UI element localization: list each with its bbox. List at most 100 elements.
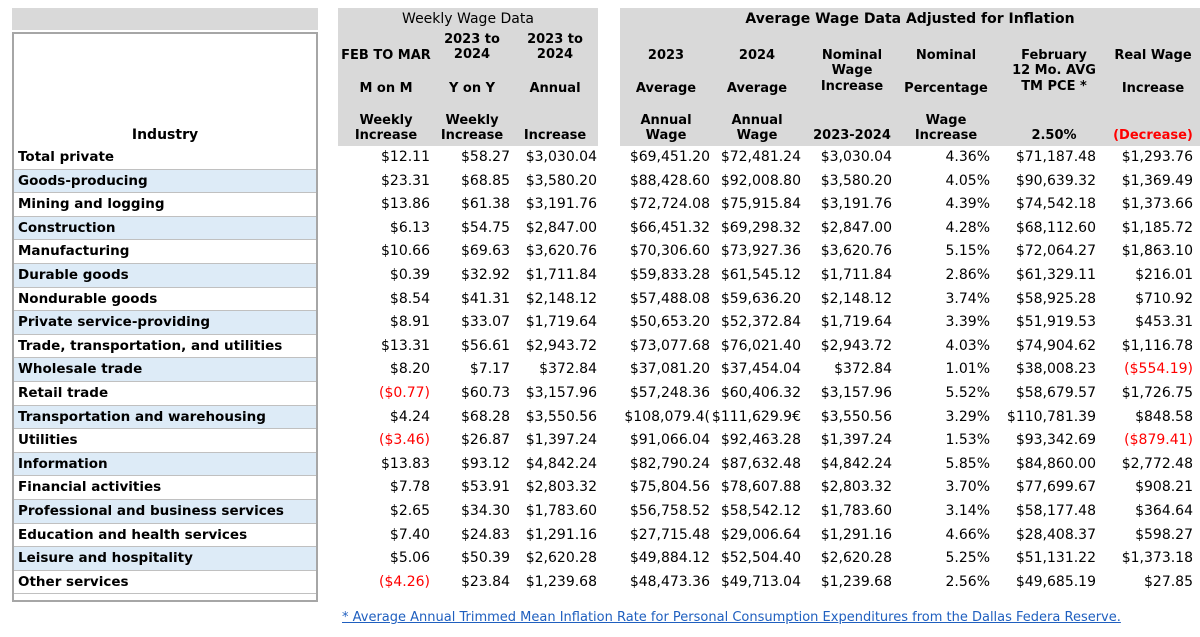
table-cell-c9: ($554.19) <box>1124 361 1193 378</box>
table-cell-c1: $8.54 <box>389 290 430 307</box>
table-cell-c1: $10.66 <box>381 243 430 260</box>
table-cell-c7: 4.28% <box>945 219 990 236</box>
footnote-link[interactable]: * Average Annual Trimmed Mean Inflation … <box>342 610 1121 625</box>
table-cell-c6: $3,620.76 <box>820 243 892 260</box>
table-cell-c4: $66,451.32 <box>629 219 710 236</box>
table-cell-c2: $60.73 <box>461 385 510 401</box>
table-cell-c9: $1,116.78 <box>1121 337 1193 354</box>
row-industry-label: Private service-providing <box>14 311 316 335</box>
table-cell-c2: $53.91 <box>461 479 510 496</box>
row-industry-label: Goods-producing <box>14 169 316 194</box>
table-cell-c1: ($3.46) <box>378 432 430 449</box>
table-cell-c6: $3,191.76 <box>820 196 892 213</box>
table-cell-c6: $1,783.60 <box>820 503 892 519</box>
row-industry-label: Trade, transportation, and utilities <box>14 334 316 359</box>
table-cell-c5: $29,006.64 <box>720 526 801 543</box>
table-cell-c6: $372.84 <box>834 361 892 378</box>
table-cell-c9: $1,185.72 <box>1121 219 1193 236</box>
table-cell-c5: $73,927.36 <box>720 243 801 260</box>
table-cell-c2: $56.61 <box>461 337 510 354</box>
header-bg-weekly <box>338 8 598 146</box>
table-cell-c5: $92,008.80 <box>720 172 801 189</box>
table-cell-c4: $37,081.20 <box>629 361 710 378</box>
table-cell-c4: $73,077.68 <box>629 337 710 354</box>
table-cell-c1: $13.86 <box>381 196 430 213</box>
table-cell-c3: $2,847.00 <box>525 219 597 236</box>
table-cell-c8: $77,699.67 <box>1015 479 1096 496</box>
table-cell-c5: $87,632.48 <box>720 455 801 472</box>
table-cell-c6: $2,148.12 <box>820 290 892 307</box>
table-cell-c5: $52,504.40 <box>720 550 801 567</box>
table-cell-c5: $78,607.88 <box>720 479 801 496</box>
inflation-group-title: Average Wage Data Adjusted for Inflation <box>745 11 1075 27</box>
table-cell-c3: $2,620.28 <box>525 550 597 567</box>
table-cell-c2: $54.75 <box>461 219 510 236</box>
row-industry-label: Mining and logging <box>14 193 316 217</box>
table-cell-c3: $1,397.24 <box>525 432 597 449</box>
table-cell-c6: $2,803.32 <box>820 479 892 496</box>
table-cell-c8: $74,904.62 <box>1015 337 1096 354</box>
table-cell-c8: $84,860.00 <box>1015 455 1096 472</box>
table-cell-c6: $1,711.84 <box>820 267 892 283</box>
table-cell-c1: $13.31 <box>381 337 430 354</box>
table-cell-c3: $2,943.72 <box>525 337 597 354</box>
table-cell-c2: $32.92 <box>461 267 510 283</box>
table-cell-c1: $5.06 <box>389 550 430 567</box>
table-cell-c2: $26.87 <box>461 432 510 449</box>
table-cell-c9: $1,373.18 <box>1121 550 1193 567</box>
table-cell-c3: $1,783.60 <box>525 503 597 519</box>
table-cell-c7: 3.70% <box>945 479 990 496</box>
table-cell-c3: $2,803.32 <box>525 479 597 496</box>
row-industry-label: Transportation and warehousing <box>14 405 316 430</box>
table-cell-c8: $51,919.53 <box>1015 314 1096 331</box>
table-cell-c3: $1,719.64 <box>525 314 597 331</box>
table-cell-c1: $8.91 <box>389 314 430 331</box>
table-cell-c4: $82,790.24 <box>629 455 710 472</box>
table-cell-c7: 1.53% <box>945 432 990 449</box>
table-cell-c7: 3.29% <box>945 408 990 425</box>
row-industry-label: Leisure and hospitality <box>14 547 316 571</box>
row-industry-label: Information <box>14 452 316 477</box>
table-cell-c2: $69.63 <box>461 243 510 260</box>
table-cell-c7: 4.03% <box>945 337 990 354</box>
table-cell-c4: $50,653.20 <box>629 314 710 331</box>
row-industry-label: Wholesale trade <box>14 358 316 382</box>
table-cell-c5: $72,481.24 <box>720 149 801 165</box>
table-cell-c5: $49,713.04 <box>720 573 801 590</box>
table-cell-c2: $24.83 <box>461 526 510 543</box>
table-cell-c1: $6.13 <box>389 219 430 236</box>
table-cell-c5: $111,629.9€ <box>711 408 801 425</box>
table-cell-c4: $48,473.36 <box>629 573 710 590</box>
table-cell-c3: $4,842.24 <box>525 455 597 472</box>
header-bg-industry <box>12 8 318 30</box>
table-cell-c8: $68,112.60 <box>1015 219 1096 236</box>
table-cell-c5: $69,298.32 <box>720 219 801 236</box>
table-cell-c4: $27,715.48 <box>629 526 710 543</box>
table-cell-c9: $453.31 <box>1135 314 1193 331</box>
table-cell-c8: $58,679.57 <box>1015 385 1096 401</box>
table-cell-c3: $1,711.84 <box>525 267 597 283</box>
table-cell-c5: $76,021.40 <box>720 337 801 354</box>
table-cell-c5: $92,463.28 <box>720 432 801 449</box>
table-cell-c1: ($0.77) <box>378 385 430 401</box>
table-cell-c8: $38,008.23 <box>1015 361 1096 378</box>
table-cell-c8: $28,408.37 <box>1015 526 1096 543</box>
table-cell-c8: $93,342.69 <box>1015 432 1096 449</box>
table-cell-c2: $23.84 <box>461 573 510 590</box>
table-cell-c7: 2.86% <box>945 267 990 283</box>
row-industry-label: Education and health services <box>14 523 316 548</box>
table-cell-c7: 3.74% <box>945 290 990 307</box>
table-cell-c3: $3,157.96 <box>525 385 597 401</box>
table-cell-c6: $2,620.28 <box>820 550 892 567</box>
table-cell-c9: $1,863.10 <box>1121 243 1193 260</box>
table-cell-c6: $3,157.96 <box>820 385 892 401</box>
table-cell-c5: $60,406.32 <box>720 385 801 401</box>
table-cell-c3: $3,550.56 <box>525 408 597 425</box>
table-cell-c6: $1,291.16 <box>820 526 892 543</box>
table-cell-c1: $7.40 <box>389 526 430 543</box>
table-cell-c3: $2,148.12 <box>525 290 597 307</box>
row-industry-label: Other services <box>14 570 316 595</box>
table-cell-c3: $3,191.76 <box>525 196 597 213</box>
table-cell-c8: $58,177.48 <box>1015 503 1096 519</box>
table-cell-c3: $372.84 <box>539 361 597 378</box>
